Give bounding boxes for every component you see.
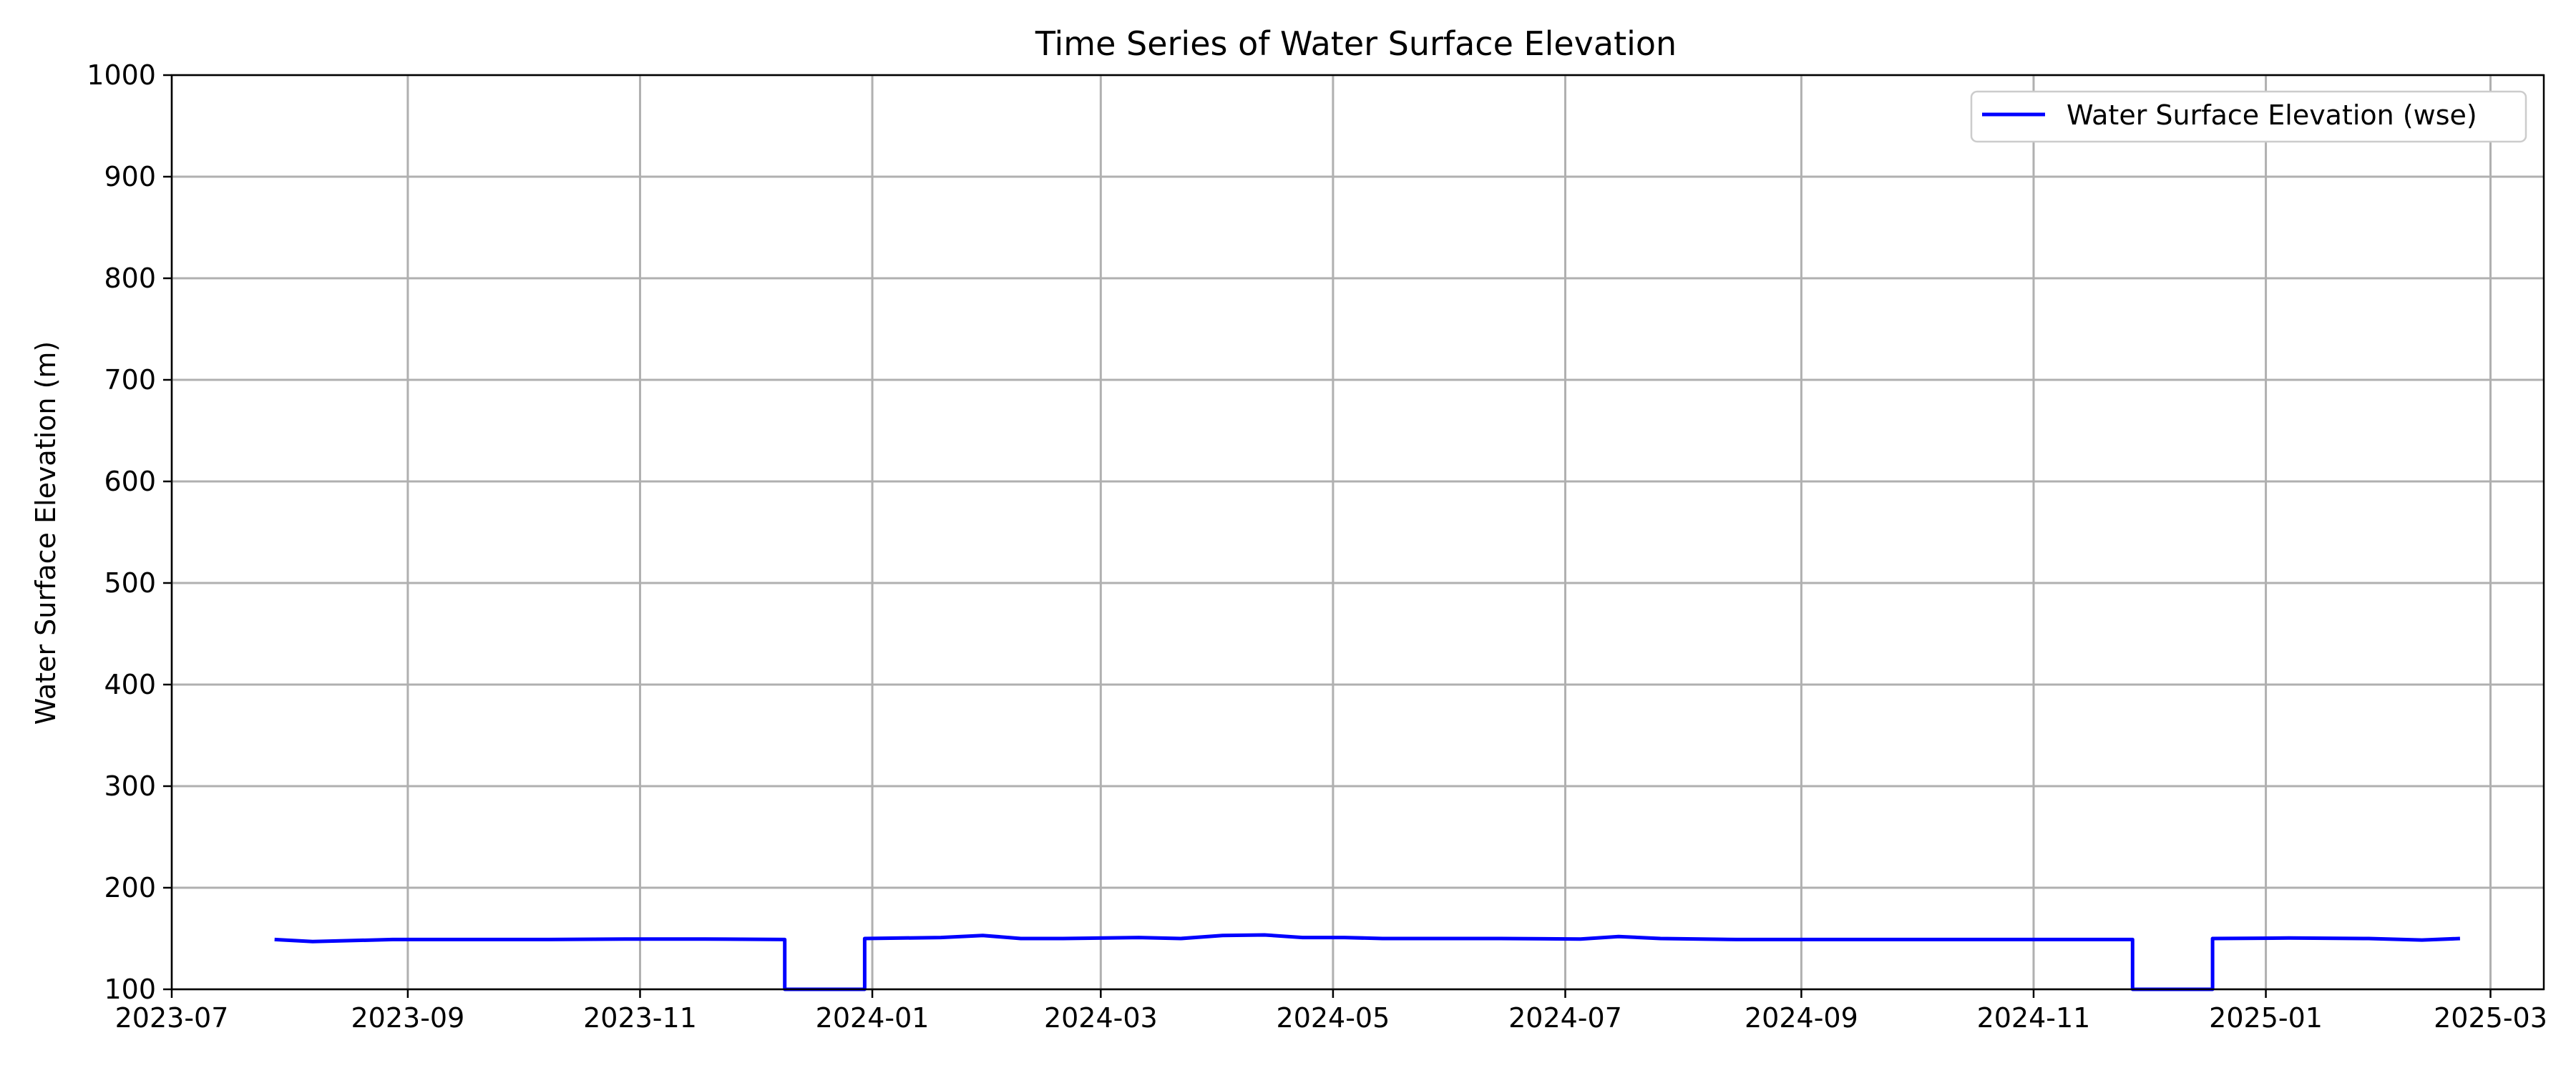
x-tick-label: 2024-07 <box>1508 1002 1622 1034</box>
y-tick-label: 400 <box>104 669 156 700</box>
y-tick-label: 100 <box>104 974 156 1005</box>
x-tick-label: 2024-11 <box>1977 1002 2091 1034</box>
x-tick-label: 2024-03 <box>1044 1002 1158 1034</box>
x-tick-label: 2024-01 <box>816 1002 930 1034</box>
y-tick-label: 800 <box>104 263 156 294</box>
y-tick-label: 200 <box>104 872 156 903</box>
axes: 2023-07 2023-09 2023-11 2024-01 2024-03 2024-… <box>87 59 2547 1034</box>
data-line-layer <box>274 933 2460 991</box>
x-tick-label: 2023-11 <box>583 1002 697 1034</box>
y-axis-label: Water Surface Elevation (m) <box>30 341 62 725</box>
y-tick-label: 1000 <box>87 59 156 91</box>
y-tick-label: 300 <box>104 770 156 802</box>
legend-frame <box>1970 90 2527 143</box>
x-tick-label: 2023-07 <box>115 1002 229 1034</box>
y-tick-label: 900 <box>104 161 156 192</box>
chart-title: Time Series of Water Surface Elevation <box>1035 24 1677 63</box>
x-tick-label: 2024-09 <box>1745 1002 1858 1034</box>
x-tick-label: 2023-09 <box>351 1002 465 1034</box>
y-tick-label: 500 <box>104 567 156 599</box>
legend: Water Surface Elevation (wse) <box>1970 90 2527 143</box>
x-tick-label: 2024-05 <box>1277 1002 1390 1034</box>
x-tick-label: 2025-03 <box>2434 1002 2547 1034</box>
series-line <box>274 933 2460 991</box>
y-tick-label: 700 <box>104 364 156 396</box>
legend-label: Water Surface Elevation (wse) <box>2067 99 2477 131</box>
plot-frame <box>170 74 2545 991</box>
y-tick-label: 600 <box>104 466 156 497</box>
x-tick-label: 2025-01 <box>2209 1002 2323 1034</box>
